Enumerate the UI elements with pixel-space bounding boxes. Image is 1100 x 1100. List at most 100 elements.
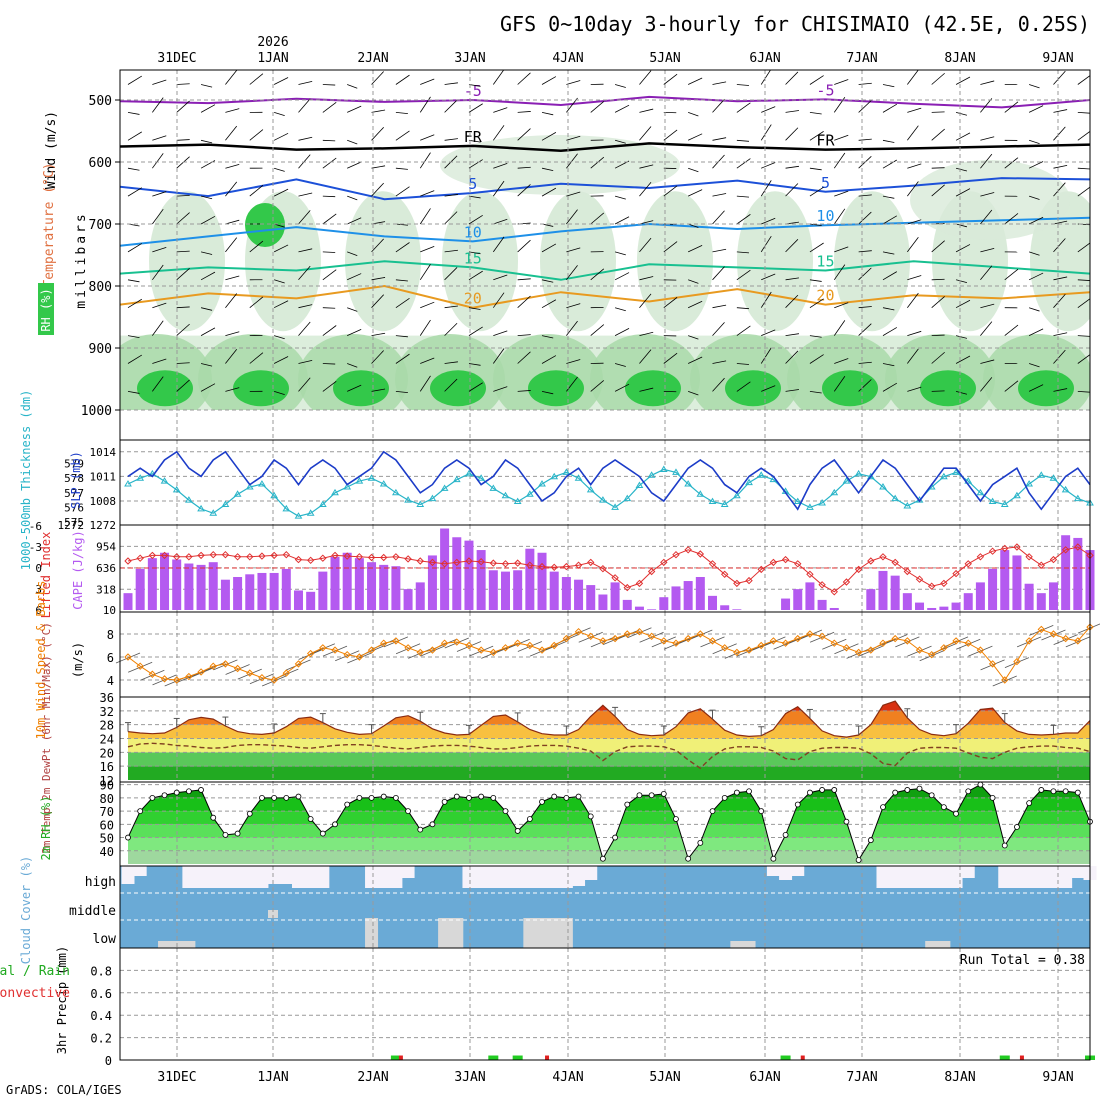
wind-barb xyxy=(980,98,993,113)
wind-barb xyxy=(541,279,554,283)
temp2m-axis-label: 2m Temp 2m DewPt (6hr Min/Max) (°C) xyxy=(40,622,53,854)
wind-barb xyxy=(371,350,384,364)
wind-barb xyxy=(225,331,240,336)
wind-speed-marker xyxy=(136,662,144,670)
wind-barb xyxy=(200,307,213,311)
wind-barb-shaft xyxy=(249,673,275,685)
wind-speed-marker xyxy=(806,630,814,638)
top-date-label: 3JAN xyxy=(454,51,485,66)
rh-marker xyxy=(271,794,278,801)
cloud-high-bar xyxy=(267,866,281,884)
rh-plume xyxy=(149,191,225,332)
temp-contour-label: 5 xyxy=(821,174,830,192)
wind-barb xyxy=(420,134,435,141)
precip-tick-label: 0.2 xyxy=(90,1032,112,1046)
cloud-low-bar xyxy=(158,941,172,948)
li-marker xyxy=(647,567,656,576)
wind-speed-marker xyxy=(952,637,960,645)
li-marker xyxy=(550,563,558,572)
bottom-date-label: 31DEC xyxy=(157,1070,196,1085)
cape-bar xyxy=(708,595,718,610)
wind-barb xyxy=(322,325,337,336)
wind-barb xyxy=(249,352,264,364)
wind-barb xyxy=(687,133,703,141)
wind-barb xyxy=(590,380,605,392)
cape-bar xyxy=(440,528,450,610)
wind-barb xyxy=(274,167,285,172)
rh-plume xyxy=(540,191,616,332)
cape-bar xyxy=(622,599,632,610)
temp-tick-label: 12 xyxy=(100,774,114,788)
wind-barb xyxy=(882,84,895,88)
cloud-low-bar xyxy=(559,918,573,948)
cloud-high-bar xyxy=(182,866,196,888)
wind-barb xyxy=(493,107,508,113)
cloud-high-bar xyxy=(1022,866,1036,888)
cloud-low-bar xyxy=(365,918,379,948)
wind-barb xyxy=(1053,70,1066,85)
wind-barb xyxy=(298,377,311,392)
wind-barb xyxy=(152,153,164,169)
wind-barb xyxy=(712,98,725,113)
wind-barb xyxy=(858,306,872,309)
rh-marker xyxy=(807,789,813,796)
li-marker xyxy=(392,553,400,561)
li-marker xyxy=(489,559,498,567)
wind-speed-marker xyxy=(733,648,741,657)
wind-barb xyxy=(834,134,849,141)
rh-marker xyxy=(600,855,606,862)
wind-barb xyxy=(882,195,895,199)
wind-barb xyxy=(614,139,626,144)
li-marker xyxy=(733,579,741,588)
wind-barb xyxy=(736,139,750,142)
rh-marker xyxy=(222,832,229,838)
wind-barb xyxy=(980,192,995,197)
wind-barb xyxy=(931,167,945,169)
wind-barb xyxy=(809,242,824,253)
wind-barb xyxy=(907,237,919,253)
rh-plume xyxy=(834,191,910,332)
wind-barb-shaft xyxy=(322,645,348,657)
thickness-marker xyxy=(294,512,303,519)
thickness-marker xyxy=(428,494,437,502)
thickness-marker xyxy=(830,488,839,496)
cape-bar xyxy=(135,568,145,610)
li-marker xyxy=(233,553,242,561)
cloud-low-bar xyxy=(535,918,549,948)
wind-barb xyxy=(468,363,481,366)
rh-marker xyxy=(892,789,899,796)
wind-speed-marker xyxy=(306,649,315,658)
rh-marker xyxy=(137,808,144,814)
li-marker xyxy=(209,550,217,559)
wind-barb xyxy=(980,209,993,225)
wind-barb-shaft xyxy=(785,634,810,645)
wind-barb xyxy=(152,302,167,309)
bottom-date-label: 7JAN xyxy=(846,1070,877,1085)
wind-barb xyxy=(420,301,435,309)
wind-barb xyxy=(760,70,771,85)
wind-barb xyxy=(761,217,776,225)
rh-marker xyxy=(246,810,253,817)
rh-core xyxy=(430,370,486,407)
temp-tick-label: 36 xyxy=(100,691,114,705)
wind-barb xyxy=(858,361,872,364)
temp-contour-line xyxy=(120,216,1090,247)
rh-upper-blob xyxy=(910,160,1070,240)
cloud-high-bar xyxy=(547,866,561,888)
wind-speed-marker xyxy=(720,644,729,652)
wind-barb xyxy=(980,321,993,336)
cape-bar xyxy=(476,550,486,610)
wind-barb-shaft xyxy=(298,649,323,660)
wind-barb xyxy=(834,246,849,253)
rh-marker xyxy=(551,793,558,800)
bottom-date-label: 1JAN xyxy=(257,1070,288,1085)
thickness-marker xyxy=(538,480,546,487)
wind-barb xyxy=(1028,328,1044,336)
rh-marker xyxy=(977,781,984,788)
precip-tick-label: 0.4 xyxy=(90,1009,112,1023)
li-marker xyxy=(806,570,814,579)
wind-barb xyxy=(249,296,264,309)
wind-barb xyxy=(541,76,557,85)
wind-barb xyxy=(761,162,776,169)
wind-barb xyxy=(785,183,799,197)
